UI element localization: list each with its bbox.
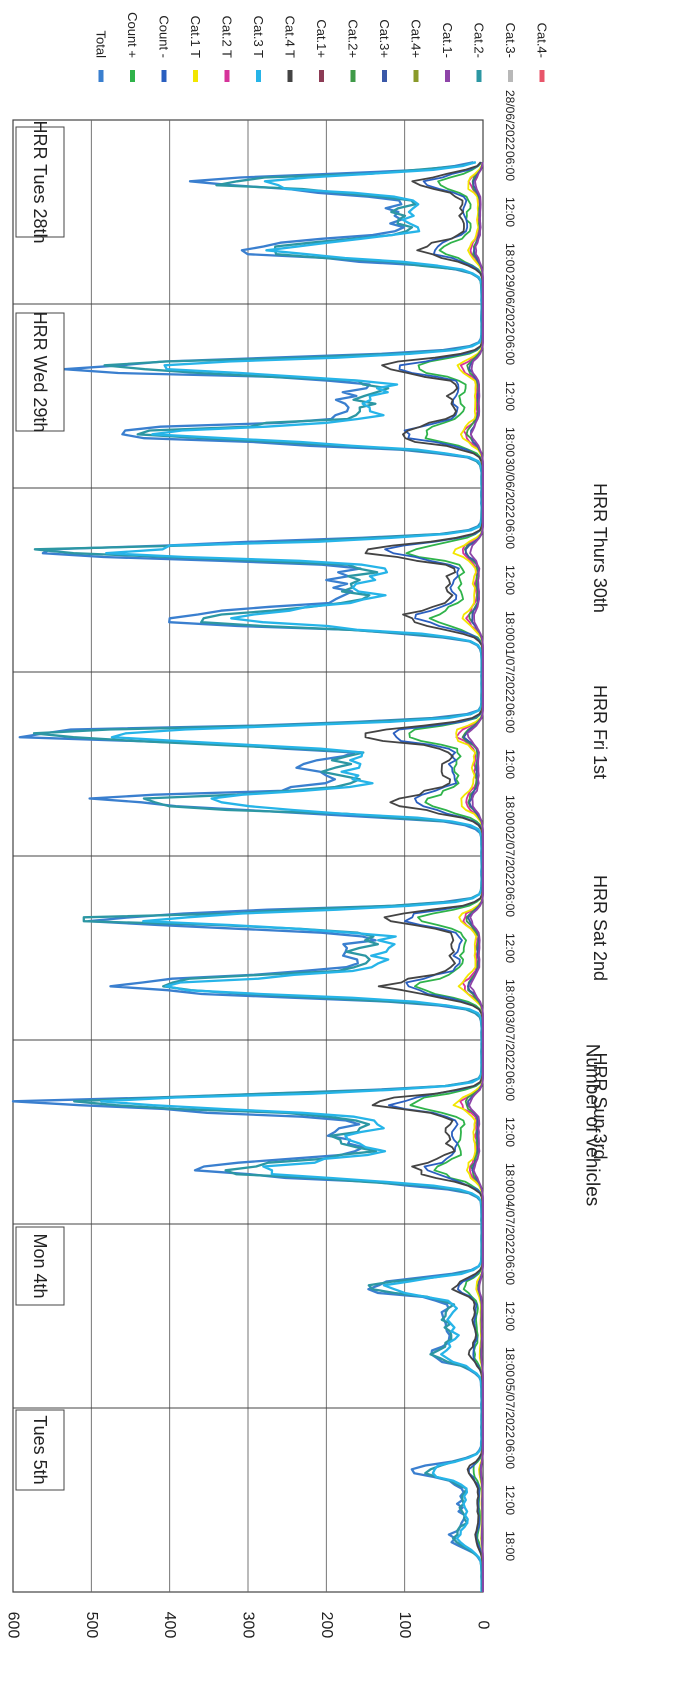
hour-tick-label: 12:00 [503, 381, 517, 411]
date-tick-label: 29/06/2022 [503, 274, 517, 334]
date-tick-label: 02/07/2022 [503, 826, 517, 886]
value-tick-label: 300 [240, 1612, 257, 1639]
day-annotation: HRR Tues 28th [30, 120, 50, 243]
legend-swatch [224, 70, 230, 82]
series-line-cat-2- [32, 161, 483, 1593]
day-annotation: HRR Sun 3rd [590, 1052, 610, 1159]
legend-label: Cat.2 T [220, 16, 235, 58]
legend-label: Count + [125, 12, 140, 58]
legend-swatch [319, 70, 324, 82]
hour-tick-label: 18:00 [503, 1163, 517, 1193]
legend-swatch [130, 70, 135, 82]
value-tick-label: 400 [161, 1612, 178, 1639]
day-annotation: HRR Thurs 30th [590, 483, 610, 613]
legend-label: Cat.2- [472, 23, 487, 58]
hour-tick-label: 06:00 [503, 1071, 517, 1101]
legend-swatch [413, 70, 419, 82]
day-annotation: Mon 4th [30, 1233, 50, 1298]
annotation-box [15, 1226, 65, 1306]
legend-swatch [476, 70, 482, 82]
hour-tick-label: 12:00 [503, 749, 517, 779]
hour-tick-label: 12:00 [503, 1117, 517, 1147]
value-tick-label: 200 [318, 1612, 335, 1639]
value-tick-label: 0 [475, 1621, 492, 1630]
hour-tick-label: 18:00 [503, 795, 517, 825]
annotation-box [15, 126, 65, 238]
legend-swatch [382, 70, 387, 82]
legend-swatch [508, 70, 513, 82]
legend-label: Cat.1- [440, 23, 455, 58]
hour-tick-label: 18:00 [503, 1347, 517, 1377]
legend-swatch [98, 70, 104, 82]
hour-tick-label: 06:00 [503, 1255, 517, 1285]
hour-tick-label: 18:00 [503, 243, 517, 273]
day-annotation: HRR Fri 1st [590, 685, 610, 779]
day-annotation: HRR Wed 29th [30, 312, 50, 433]
hour-tick-label: 06:00 [503, 887, 517, 917]
legend-swatch [350, 70, 356, 82]
hour-tick-label: 12:00 [503, 1301, 517, 1331]
hour-tick-label: 06:00 [503, 335, 517, 365]
value-tick-label: 600 [5, 1612, 22, 1639]
hour-tick-label: 18:00 [503, 1531, 517, 1561]
annotation-box [15, 1409, 65, 1491]
series-line-cat-4-t [364, 161, 484, 1592]
date-tick-label: 03/07/2022 [503, 1010, 517, 1070]
hour-tick-label: 12:00 [503, 197, 517, 227]
hour-tick-label: 06:00 [503, 703, 517, 733]
value-tick-label: 100 [396, 1612, 413, 1639]
legend-label: Cat.4+ [409, 19, 424, 58]
legend-swatch [445, 70, 450, 82]
hour-tick-label: 12:00 [503, 565, 517, 595]
day-annotation: Tues 5th [30, 1415, 50, 1484]
hour-tick-label: 06:00 [503, 1439, 517, 1469]
legend-label: Cat.1 T [188, 16, 203, 58]
legend-swatch [539, 70, 545, 82]
legend-swatch [161, 70, 167, 82]
legend-label: Cat.4- [535, 23, 550, 58]
legend-label: Count - [157, 15, 172, 58]
legend-label: Cat.1+ [314, 19, 329, 58]
hour-tick-label: 18:00 [503, 427, 517, 457]
legend-swatch [256, 70, 261, 82]
date-tick-label: 30/06/2022 [503, 458, 517, 518]
hour-tick-label: 12:00 [503, 933, 517, 963]
legend-swatch [193, 70, 198, 82]
legend-label: Cat.2+ [346, 19, 361, 58]
hour-tick-label: 18:00 [503, 979, 517, 1009]
day-annotation: HRR Sat 2nd [590, 875, 610, 981]
date-tick-label: 28/06/2022 [503, 90, 517, 150]
hour-tick-label: 12:00 [503, 1485, 517, 1515]
date-tick-label: 04/07/2022 [503, 1194, 517, 1254]
hour-tick-label: 18:00 [503, 611, 517, 641]
legend-label: Cat.4 T [283, 16, 298, 58]
legend-label: Cat.3+ [377, 19, 392, 58]
legend-swatch [287, 70, 293, 82]
value-tick-label: 500 [83, 1612, 100, 1639]
hour-tick-label: 06:00 [503, 151, 517, 181]
legend-label: Cat.3- [503, 23, 518, 58]
hour-tick-label: 06:00 [503, 519, 517, 549]
series-line-cat-1- [466, 162, 484, 1592]
value-axis-label: Number of vehicles [582, 1044, 603, 1207]
legend-label: Cat.3 T [251, 16, 266, 58]
annotation-box [15, 312, 65, 432]
date-tick-label: 05/07/2022 [503, 1378, 517, 1438]
legend-label: Total [94, 31, 109, 59]
date-tick-label: 01/07/2022 [503, 642, 517, 702]
